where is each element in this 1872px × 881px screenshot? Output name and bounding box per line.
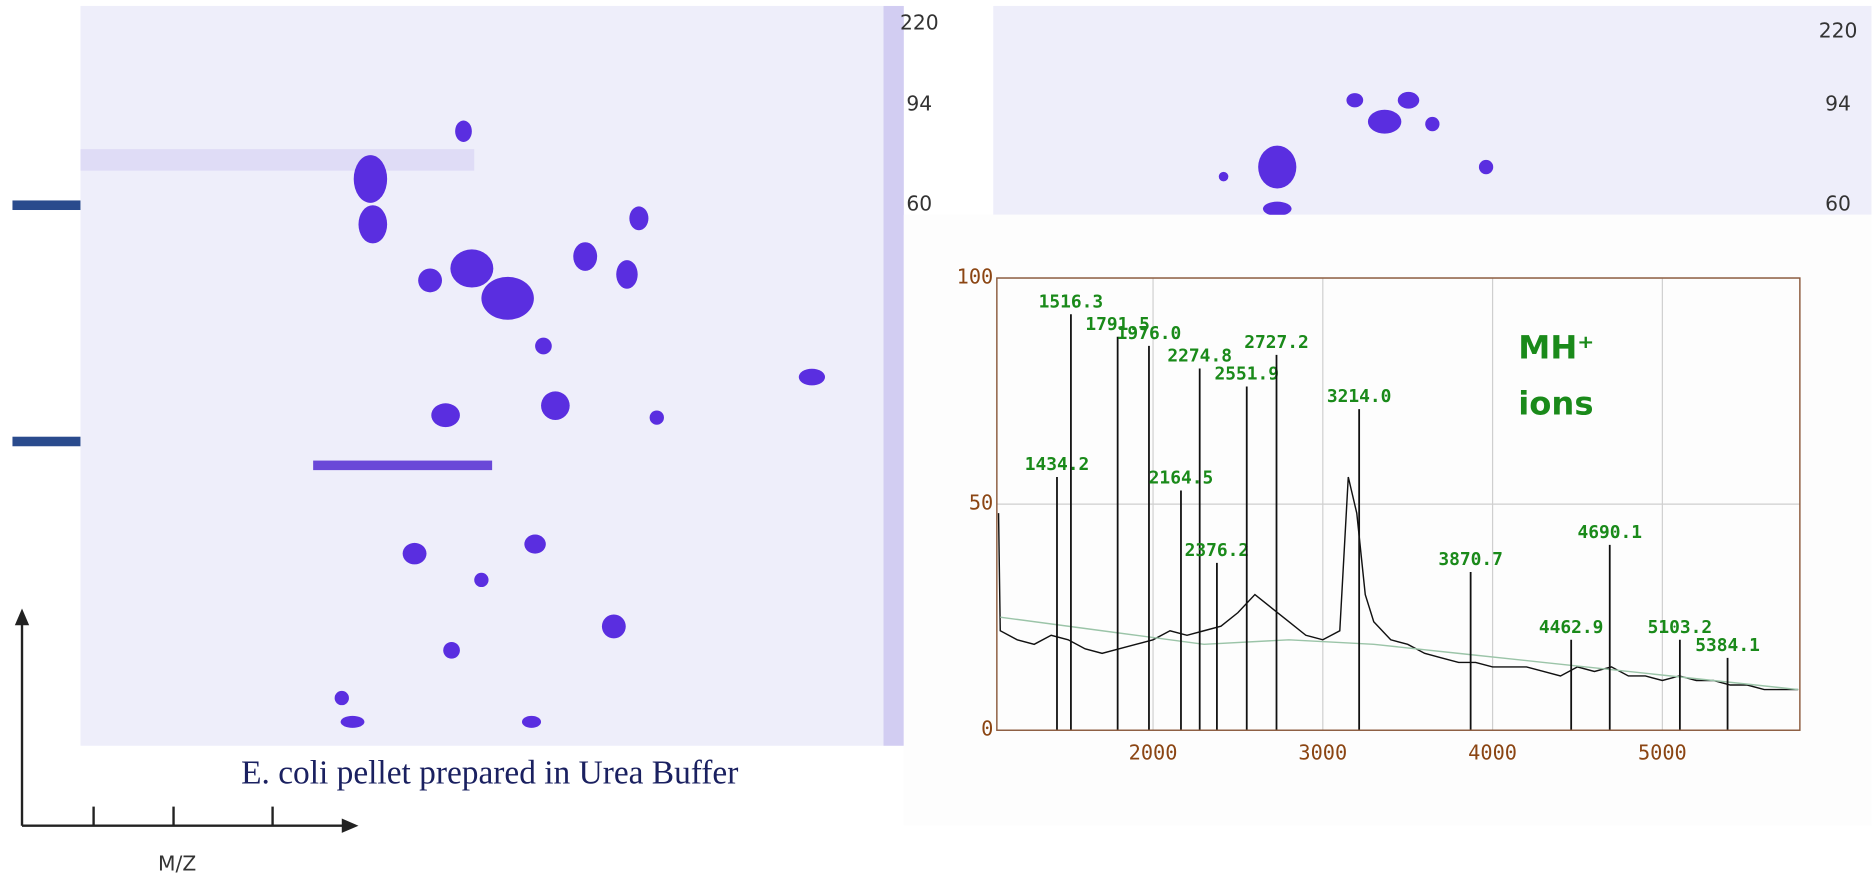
gel-spots [1218,91,1494,216]
marker-label: 94 [1825,92,1851,116]
caption: E. coli pellet prepared in Urea Buffer [241,754,738,791]
axis-label: M/Z [158,852,196,876]
gel-streak [80,149,475,171]
x-tick-label: 5000 [1638,741,1687,765]
annotation: ions [1518,385,1593,423]
annotation: MH⁺ [1518,329,1594,367]
peak-label: 1791.5 [1085,314,1150,335]
arrow [341,818,359,833]
y-tick-label: 50 [969,491,993,515]
peak-label: 2727.2 [1244,332,1309,353]
x-tick-label: 4000 [1468,741,1517,765]
blue-bar [12,200,81,211]
spectrum-panel [903,214,1872,826]
peak-label: 2274.8 [1167,346,1232,367]
peak-label: 1516.3 [1039,291,1104,312]
peak-label: 4690.1 [1577,522,1642,543]
peak-label: 3214.0 [1327,386,1392,407]
spectrum-line [1000,616,1799,691]
y-tick-label: 100 [957,265,994,289]
peak-label: 4462.9 [1539,617,1604,638]
peak-label: 1976.0 [1117,323,1182,344]
gel-image [993,5,1872,215]
peak-label: 2164.5 [1149,468,1214,489]
blue-bar [12,436,81,447]
marker-label: 60 [1825,192,1851,216]
x-tick-label: 2000 [1129,741,1178,765]
arrow [14,608,30,626]
peak-label: 2376.2 [1185,540,1250,561]
y-tick-label: 0 [981,717,993,741]
gel-lane [883,5,904,746]
marker-label: 94 [906,92,932,116]
spectrum-line [997,476,1799,691]
peak-label: 1434.2 [1025,454,1090,475]
plot-frame [996,277,1801,731]
gel-streak [313,460,493,471]
gel-image [80,5,904,746]
gel-spots [334,120,826,728]
marker-label: 60 [906,192,932,216]
peak-label: 5103.2 [1648,617,1713,638]
marker-label: 220 [900,10,939,34]
marker-label: 220 [1819,19,1858,43]
peak-label: 2551.9 [1214,364,1279,385]
peak-label: 3870.7 [1438,549,1503,570]
peak-label: 5384.1 [1695,635,1760,656]
x-tick-label: 3000 [1298,741,1347,765]
